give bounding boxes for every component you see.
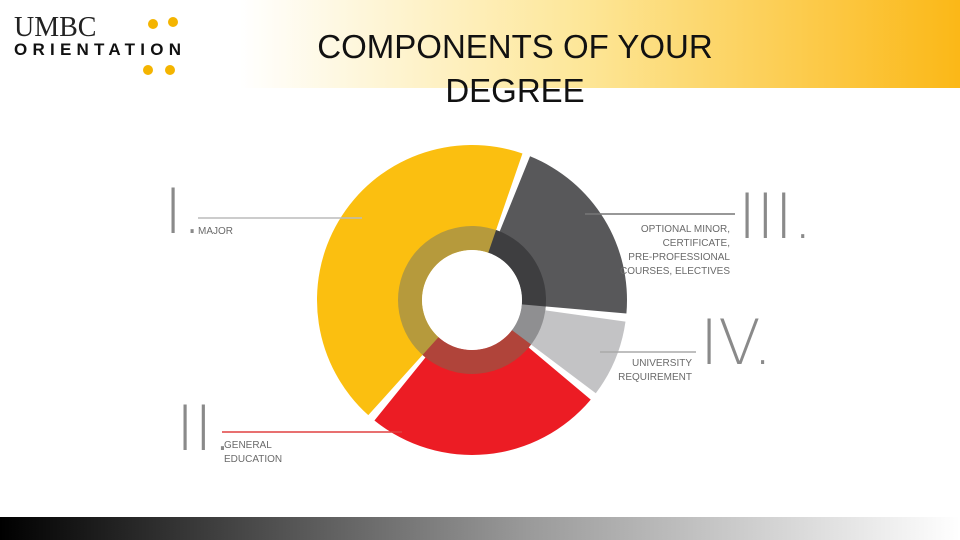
section-label: REQUIREMENT [618,372,692,383]
leader-lines [198,213,735,433]
section-label: CERTIFICATE, [663,238,730,249]
section-label: PRE-PROFESSIONAL [628,252,730,263]
numeral: IV. [700,306,772,379]
section-label: OPTIONAL MINOR, [641,224,730,235]
numeral: I. [164,175,202,248]
donut-hole [422,250,522,350]
title: DEGREE [445,72,584,109]
donut [317,145,627,455]
header-band [0,0,960,88]
logo-top: UMBC [14,12,96,43]
donut-inner-ring [398,226,500,358]
section-label: COURSES, ELECTIVES [620,266,730,277]
numeral: III. [738,180,813,253]
title: COMPONENTS OF YOUR [317,28,712,65]
logo-bottom: ORIENTATION [14,40,181,59]
section-label: GENERAL [224,440,272,451]
numeral: II. [176,392,232,465]
section-label: MAJOR [198,226,233,237]
labels: MAJOR GENERAL EDUCATION OPTIONAL MINOR, CERT… [198,224,730,465]
donut-inner-ring [488,230,547,311]
donut-segment [374,332,591,455]
donut-inner-ring [422,330,532,374]
section-label: UNIVERSITY [632,358,692,369]
footer-band [0,517,960,540]
section-label: EDUCATION [224,454,282,465]
paw-icons [143,17,178,75]
donut-segment [511,306,626,394]
